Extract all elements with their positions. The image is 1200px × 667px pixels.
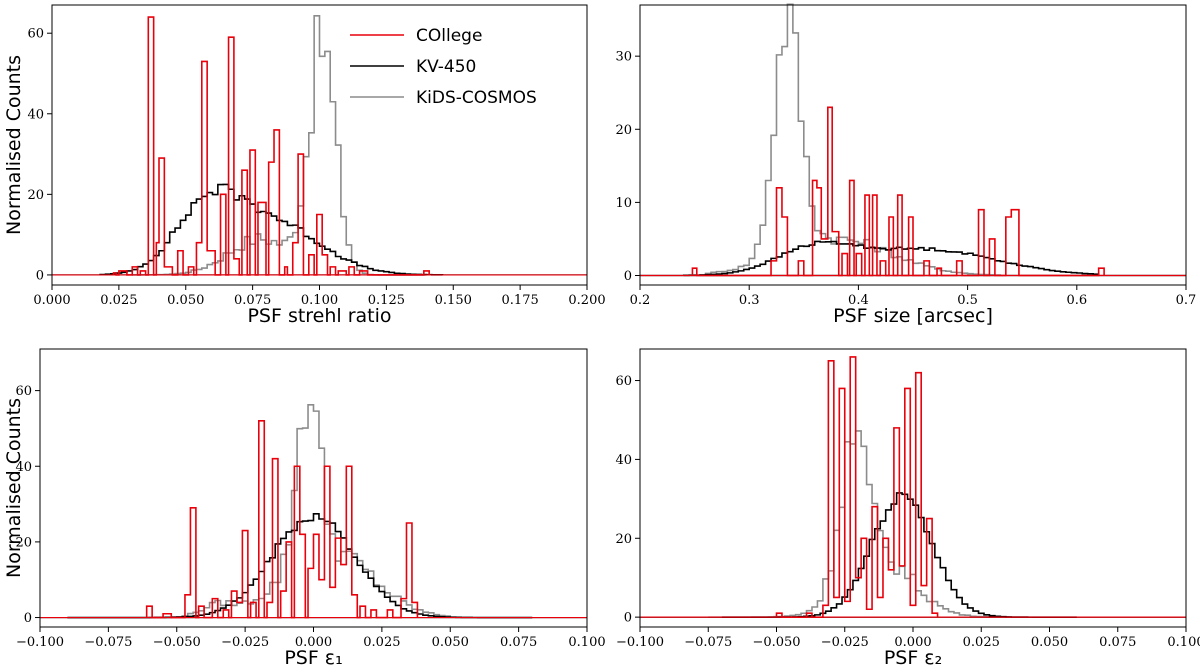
hist-kids-cosmos bbox=[708, 430, 1010, 618]
y-tick-label: 20 bbox=[27, 188, 44, 203]
y-tick-label: 0 bbox=[36, 268, 44, 283]
x-tick-label: 0.7 bbox=[1176, 293, 1197, 308]
x-tick-label: 0.025 bbox=[100, 293, 137, 308]
x-tick-label: 0.4 bbox=[848, 293, 869, 308]
y-tick-label: 60 bbox=[27, 27, 44, 42]
x-tick-label: 0.075 bbox=[1099, 635, 1136, 650]
x-tick-label: 0.050 bbox=[167, 293, 204, 308]
y-tick-label: 30 bbox=[615, 50, 632, 65]
y-tick-label: 40 bbox=[15, 460, 32, 475]
x-tick-label: 0.000 bbox=[295, 635, 332, 650]
y-axis-label: Normalised Counts bbox=[3, 398, 25, 578]
y-tick-label: 40 bbox=[27, 107, 44, 122]
x-tick-label: −0.075 bbox=[684, 635, 732, 650]
x-tick-label: 0.075 bbox=[500, 635, 537, 650]
x-tick-label: 0.3 bbox=[739, 293, 760, 308]
y-tick-label: 0 bbox=[624, 611, 632, 626]
x-tick-label: 0.150 bbox=[435, 293, 472, 308]
x-tick-label: −0.100 bbox=[16, 635, 64, 650]
y-tick-label: 0 bbox=[624, 269, 632, 284]
panel-e1: −0.100 −0.075 −0.050 −0.025 0.000 0.025 0.050 0… bbox=[3, 348, 606, 667]
y-tick-label: 0 bbox=[24, 611, 32, 626]
hist-college bbox=[145, 420, 419, 619]
x-tick-label: −0.025 bbox=[821, 635, 869, 650]
x-tick-label: 0.100 bbox=[301, 293, 338, 308]
x-tick-label: 0.5 bbox=[957, 293, 978, 308]
y-axis-label: Normalised Counts bbox=[3, 55, 25, 235]
x-tick-label: −0.025 bbox=[221, 635, 269, 650]
x-axis-label: PSF ε₂ bbox=[884, 647, 942, 667]
x-axis-label: PSF size [arcsec] bbox=[833, 305, 993, 327]
x-tick-label: 0.100 bbox=[568, 635, 605, 650]
hist-kids-cosmos bbox=[704, 3, 1002, 276]
panel-size: 0.2 0.3 0.4 0.5 0.6 0.7 0 10 20 30 PSF size [arcse… bbox=[615, 3, 1197, 327]
panel-strehl: 0.000 0.025 0.050 0.075 0.100 0.125 0.150 0.175… bbox=[3, 4, 606, 327]
hist-kv450 bbox=[682, 240, 1100, 277]
x-tick-label: −0.050 bbox=[153, 635, 201, 650]
y-tick-label: 40 bbox=[615, 453, 632, 468]
x-tick-label: 0.6 bbox=[1066, 293, 1087, 308]
x-tick-label: 0.000 bbox=[33, 293, 70, 308]
x-tick-label: 0.100 bbox=[1167, 635, 1200, 650]
x-axis-label: PSF strehl ratio bbox=[247, 305, 391, 327]
hist-college bbox=[112, 16, 430, 276]
legend-label-kids-cosmos: KiDS-COSMOS bbox=[416, 88, 537, 108]
x-tick-label: 0.200 bbox=[568, 293, 605, 308]
axes-frame bbox=[639, 4, 1187, 286]
x-tick-label: 0.175 bbox=[502, 293, 539, 308]
x-tick-label: −0.050 bbox=[752, 635, 800, 650]
x-tick-label: 0.050 bbox=[1031, 635, 1068, 650]
y-tick-label: 60 bbox=[615, 374, 632, 389]
x-tick-label: −0.075 bbox=[84, 635, 132, 650]
x-tick-label: 0.025 bbox=[963, 635, 1000, 650]
x-tick-label: 0.075 bbox=[234, 293, 271, 308]
x-tick-label: 0.050 bbox=[432, 635, 469, 650]
axes-frame bbox=[639, 348, 1187, 628]
y-tick-label: 20 bbox=[615, 532, 632, 547]
panel-e2: −0.100 −0.075 −0.050 −0.025 0.000 0.025 0.050 0… bbox=[615, 348, 1200, 667]
hist-kv450 bbox=[99, 183, 444, 276]
axes-frame bbox=[39, 348, 588, 628]
x-tick-label: 0.125 bbox=[368, 293, 405, 308]
legend-label-kv450: KV-450 bbox=[416, 57, 476, 77]
x-axis-label: PSF ε₁ bbox=[284, 647, 342, 667]
legend: COllege KV-450 KiDS-COSMOS bbox=[350, 26, 537, 108]
legend-label-college: COllege bbox=[416, 26, 482, 46]
y-tick-label: 20 bbox=[15, 535, 32, 550]
y-tick-label: 20 bbox=[615, 123, 632, 138]
x-tick-label: −0.100 bbox=[616, 635, 664, 650]
x-tick-label: 0.2 bbox=[630, 293, 651, 308]
x-tick-label: 0.025 bbox=[363, 635, 400, 650]
x-tick-label: 0.000 bbox=[894, 635, 931, 650]
hist-college bbox=[775, 356, 939, 618]
y-tick-label: 60 bbox=[15, 384, 32, 399]
y-tick-label: 10 bbox=[615, 196, 632, 211]
